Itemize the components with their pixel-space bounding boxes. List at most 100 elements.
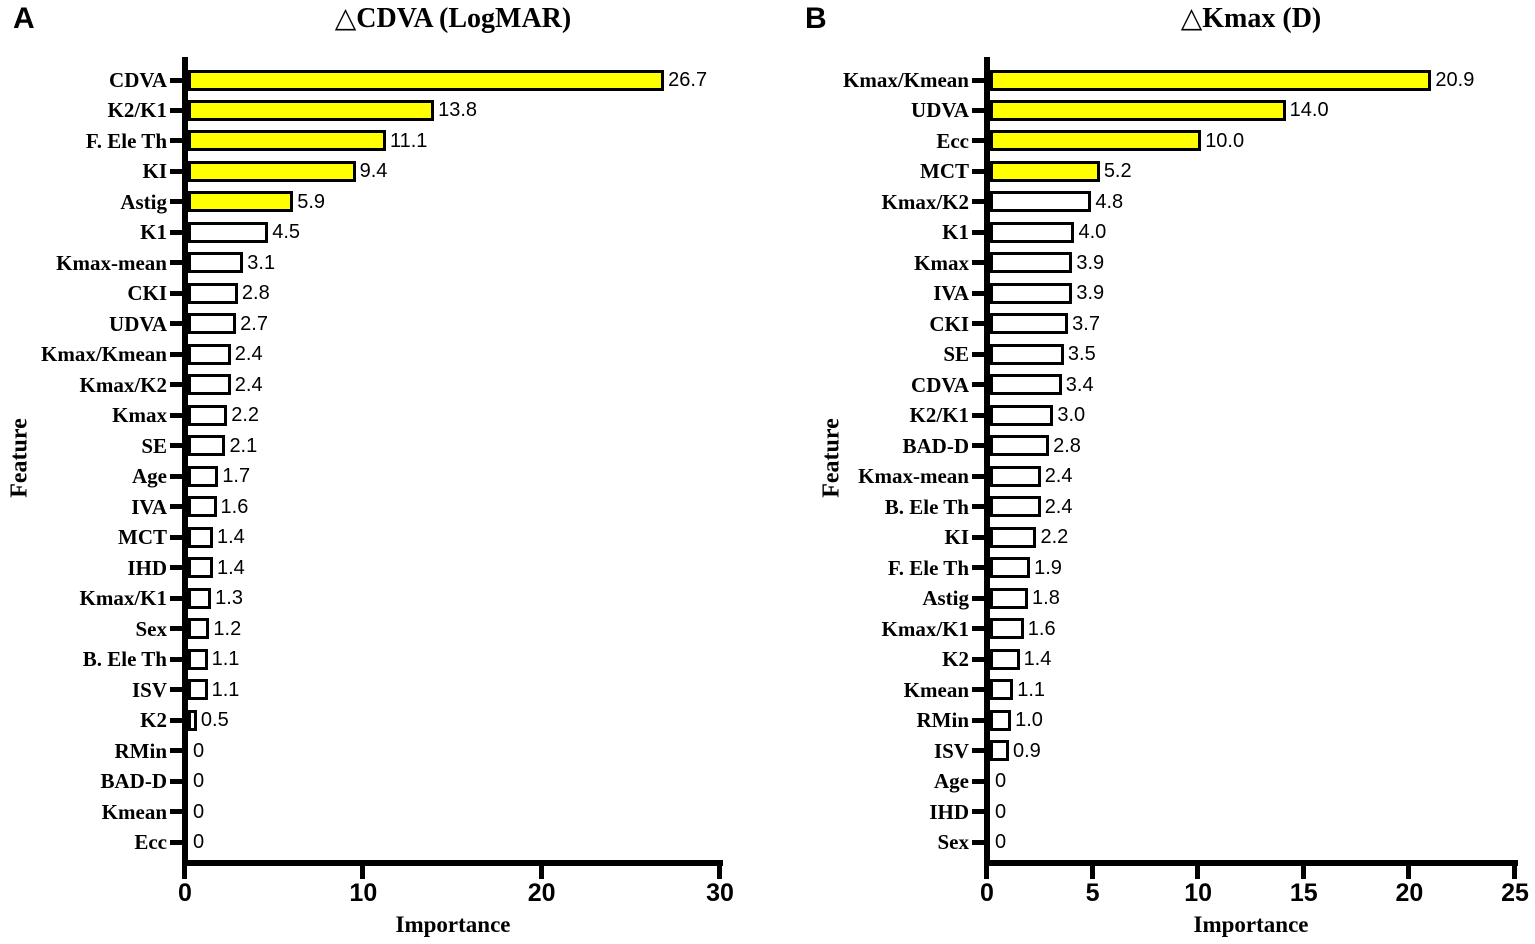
importance-bar — [188, 648, 208, 670]
category-label: Kmax-mean — [56, 250, 167, 275]
bar-value-label: 1.1 — [211, 648, 240, 671]
bar-value-label: 14.0 — [1289, 99, 1329, 122]
x-axis-tick — [1406, 866, 1412, 879]
category-tick — [972, 473, 985, 479]
category-label: F. Ele Th — [887, 555, 969, 580]
importance-bar — [188, 557, 213, 579]
category-tick — [170, 504, 183, 510]
bar-value-label: 0 — [193, 739, 205, 762]
importance-bar — [188, 221, 269, 243]
category-label: ISV — [933, 738, 969, 763]
category-tick — [170, 290, 183, 296]
bar-value-label: 3.7 — [1072, 312, 1100, 335]
bar-value-label: 5.2 — [1103, 160, 1132, 183]
category-tick — [170, 168, 183, 174]
category-tick — [170, 260, 183, 266]
bar-value-label: 3.1 — [247, 251, 276, 274]
category-label: Astig — [922, 586, 969, 611]
bar-value-label: 2.4 — [1044, 495, 1073, 518]
importance-bar — [990, 69, 1432, 91]
category-label: K2 — [942, 647, 969, 672]
category-tick — [972, 351, 985, 357]
bar-value-label: 0 — [193, 770, 205, 793]
category-tick — [170, 229, 183, 235]
category-label: Kmax/K2 — [881, 189, 970, 214]
x-tick-label: 30 — [706, 879, 734, 907]
importance-bar — [188, 679, 208, 701]
category-label: K1 — [140, 220, 167, 245]
category-tick — [170, 473, 183, 479]
x-tick-label: 5 — [1085, 879, 1100, 907]
x-tick-label: 25 — [1501, 879, 1529, 907]
importance-bar — [990, 526, 1037, 548]
bar-value-label: 1.3 — [215, 587, 243, 610]
bar-value-label: 2.8 — [241, 282, 270, 305]
category-label: Kmax/K1 — [881, 616, 970, 641]
bar-value-label: 2.2 — [1040, 526, 1069, 549]
bar-value-label: 2.4 — [234, 343, 263, 366]
importance-bar — [188, 160, 356, 182]
category-label: UDVA — [911, 98, 969, 123]
category-label: Kmean — [903, 677, 969, 702]
importance-bar — [188, 191, 294, 213]
importance-bar — [188, 465, 219, 487]
category-tick — [972, 107, 985, 113]
importance-bar — [990, 648, 1020, 670]
x-axis-tick — [717, 866, 722, 879]
importance-bar — [990, 465, 1041, 487]
bar-value-label: 1.9 — [1034, 556, 1062, 579]
importance-bar — [188, 526, 213, 548]
importance-bar — [990, 374, 1062, 396]
bar-value-label: 3.9 — [1076, 282, 1105, 305]
category-tick — [972, 138, 985, 144]
category-tick — [972, 748, 985, 754]
importance-bar — [990, 282, 1073, 304]
x-axis-tick — [1195, 866, 1201, 879]
bar-value-label: 4.8 — [1095, 190, 1124, 213]
category-label: IVA — [933, 281, 969, 306]
bar-value-label: 0 — [995, 770, 1007, 793]
importance-bar — [188, 313, 237, 335]
bar-value-label: 1.4 — [216, 556, 245, 579]
category-label: IVA — [131, 494, 167, 519]
category-tick — [972, 626, 985, 632]
category-tick — [170, 687, 183, 693]
bar-value-label: 3.0 — [1057, 404, 1086, 427]
bar-value-label: 2.4 — [1044, 465, 1073, 488]
panel-b-title: △Kmax (D) — [1180, 3, 1322, 34]
category-label: K2/K1 — [909, 403, 969, 428]
panel-a-label: A — [13, 2, 35, 35]
bar-value-label: 4.0 — [1078, 221, 1107, 244]
bar-value-label: 13.8 — [438, 99, 478, 122]
category-tick — [972, 717, 985, 723]
x-tick-label: 20 — [527, 879, 556, 907]
category-label: B. Ele Th — [884, 494, 969, 519]
category-label: KI — [142, 159, 167, 184]
category-tick — [170, 138, 183, 144]
importance-bar — [990, 191, 1092, 213]
category-label: SE — [943, 342, 969, 367]
category-label: RMin — [114, 738, 168, 763]
bar-value-label: 11.1 — [389, 129, 428, 152]
category-tick — [972, 412, 985, 418]
bar-value-label: 5.9 — [297, 190, 326, 213]
category-label: CDVA — [109, 68, 167, 92]
bar-value-label: 20.9 — [1435, 69, 1475, 91]
category-tick — [170, 534, 183, 540]
importance-bar — [188, 374, 231, 396]
bar-value-label: 2.4 — [234, 373, 263, 396]
category-tick — [170, 199, 183, 205]
x-tick-label: 20 — [1395, 879, 1424, 907]
importance-bar — [188, 69, 665, 91]
category-tick — [170, 809, 183, 815]
bar-value-label: 1.6 — [1027, 617, 1056, 640]
category-label: SE — [141, 433, 167, 458]
category-label: Sex — [937, 830, 970, 854]
x-axis-tick — [984, 866, 989, 879]
category-label: Age — [934, 769, 969, 794]
bar-value-label: 9.4 — [359, 160, 388, 183]
category-label: Ecc — [134, 830, 167, 854]
panel-b-x-axis-title: Importance — [1193, 912, 1309, 937]
bar-value-label: 1.1 — [211, 678, 240, 701]
